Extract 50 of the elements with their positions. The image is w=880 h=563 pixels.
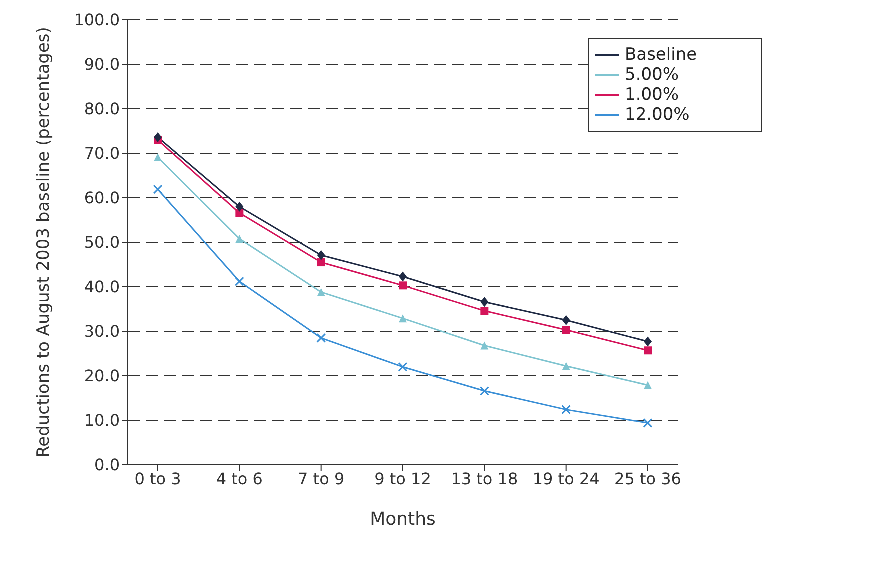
point [399, 282, 407, 290]
legend-label: 5.00% [624, 65, 680, 85]
legend-label: 12.00% [624, 105, 691, 125]
point [236, 234, 244, 243]
x-tick-label: 0 to 3 [134, 469, 182, 488]
y-tick-label: 30.0 [84, 322, 120, 342]
point [399, 314, 407, 323]
point [643, 418, 653, 428]
point [562, 362, 570, 370]
point [644, 346, 652, 355]
x-tick-label: 7 to 9 [298, 469, 345, 488]
legend-label: Baseline [624, 45, 698, 65]
y-tick-label: 40.0 [84, 278, 120, 297]
point [398, 362, 408, 372]
y-tick-label: 80.0 [84, 100, 120, 119]
y-tick-label: 20.0 [84, 366, 120, 386]
point [317, 258, 326, 267]
y-axis-title: Reductions to August 2003 baseline (percentages) [34, 27, 54, 458]
x-tick-label: 13 to 18 [451, 469, 518, 488]
point [153, 184, 163, 194]
y-tick-label: 60.0 [84, 188, 120, 208]
point [317, 250, 326, 260]
point [399, 272, 407, 282]
point [562, 315, 570, 326]
point [644, 381, 652, 390]
point [644, 336, 652, 347]
point [562, 326, 570, 334]
point [234, 276, 244, 286]
y-tick-label: 10.0 [84, 411, 120, 430]
point [317, 288, 326, 296]
x-tick-label: 9 to 12 [374, 469, 432, 488]
point [154, 154, 162, 162]
legend-label: 1.00% [624, 85, 680, 105]
point [562, 405, 572, 415]
x-tick-label: 25 to 36 [614, 469, 682, 488]
x-tick-label: 4 to 6 [216, 469, 263, 488]
y-tick-label: 90.0 [84, 55, 120, 74]
y-tick-label: 50.0 [84, 233, 120, 252]
point [480, 386, 490, 396]
x-axis-title: Months [370, 509, 436, 530]
x-tick-label: 19 to 24 [532, 469, 600, 488]
point [480, 342, 489, 350]
point [154, 132, 162, 142]
point [316, 333, 326, 343]
y-tick-label: 70.0 [84, 144, 120, 164]
point [480, 297, 489, 308]
point [236, 202, 244, 212]
point [480, 307, 489, 316]
y-tick-label: 100.0 [74, 10, 120, 30]
y-tick-label: 0.0 [94, 456, 120, 475]
